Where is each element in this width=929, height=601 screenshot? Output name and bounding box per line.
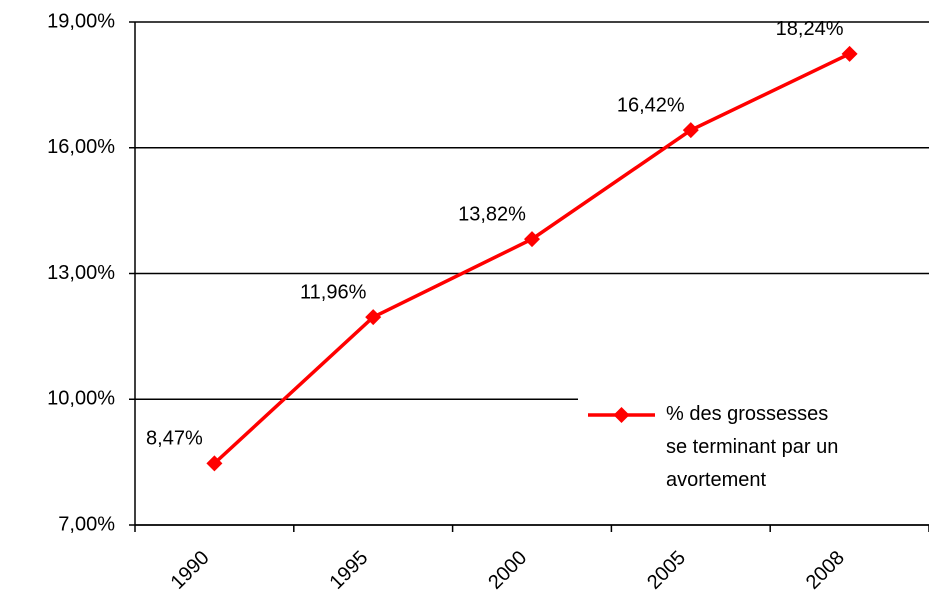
marker [524, 231, 540, 248]
x-tick-label: 2005 [643, 547, 690, 594]
y-tick-label: 16,00% [47, 136, 115, 158]
data-label: 8,47% [146, 428, 203, 450]
marker [206, 455, 223, 472]
marker [682, 122, 699, 139]
y-tick-label: 10,00% [47, 388, 115, 410]
legend-label: % des grossesses se terminant par un avo… [666, 403, 839, 491]
data-label: 16,42% [617, 94, 685, 116]
y-tick-label: 13,00% [47, 262, 115, 284]
x-tick-label: 1995 [325, 547, 372, 594]
legend-marker [613, 407, 630, 423]
data-label: 13,82% [458, 203, 526, 225]
data-label: 11,96% [300, 281, 367, 303]
marker [365, 309, 382, 326]
x-tick-label: 2000 [484, 547, 531, 594]
legend-box [578, 390, 929, 502]
x-tick-label: 1990 [167, 547, 214, 594]
x-tick-label: 2008 [802, 547, 849, 594]
marker [841, 45, 858, 62]
y-tick-label: 7,00% [58, 513, 115, 535]
data-label: 18,24% [776, 18, 844, 40]
y-tick-label: 19,00% [47, 10, 115, 32]
